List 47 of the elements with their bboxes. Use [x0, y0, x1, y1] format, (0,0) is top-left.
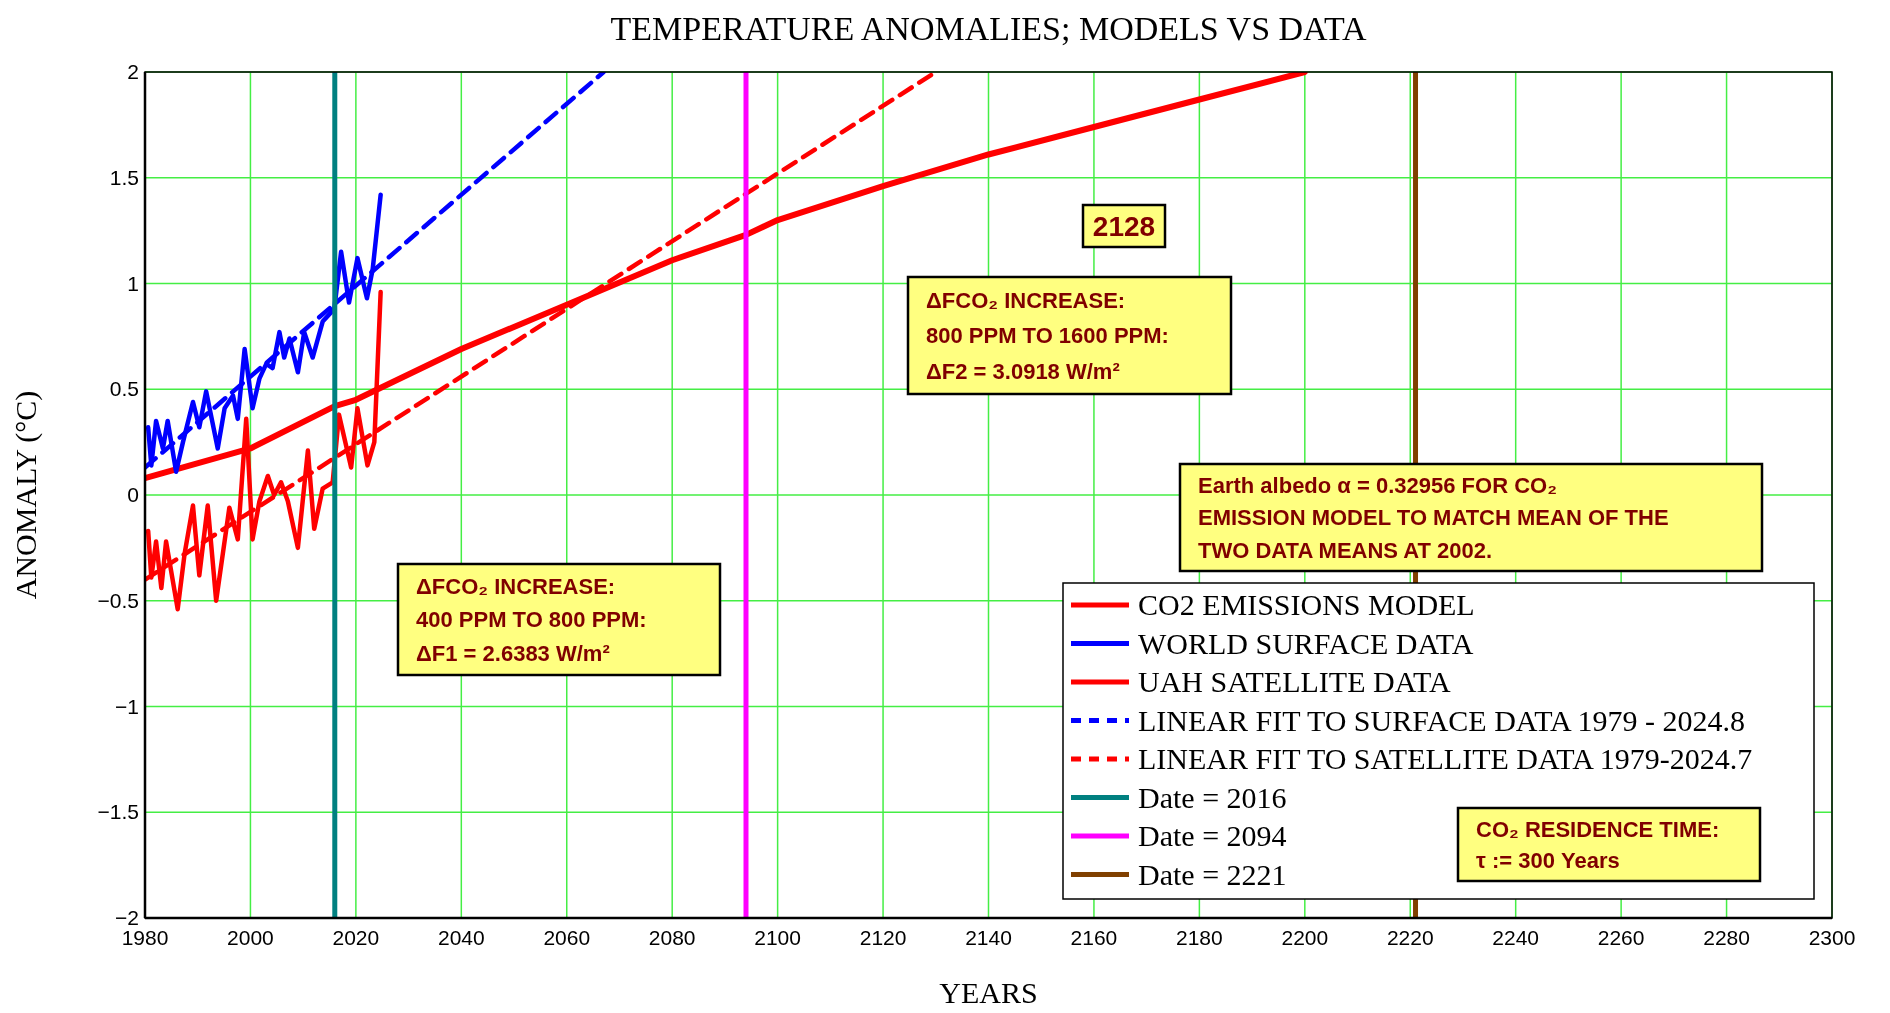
note-box: ΔFCO₂ INCREASE: 400 PPM TO 800 PPM: ΔF1 = 2.6383 W/m² — [396, 562, 722, 677]
x-tick-label: 1980 — [121, 926, 169, 949]
y-tick-label: 0 — [127, 483, 139, 506]
legend-label: Date = 2221 — [1138, 857, 1287, 891]
legend-label: LINEAR FIT TO SURFACE DATA 1979 - 2024.8 — [1138, 703, 1746, 737]
annotation: CO₂ RESIDENCE TIME: τ := 300 Years — [1476, 816, 1720, 874]
annotation: ΔFCO₂ INCREASE: 400 PPM TO 800 PPM: ΔF1 = 2.6383 W/m² — [416, 573, 647, 667]
annotation: 2128 — [1092, 211, 1156, 243]
legend-label: UAH SATELLITE DATA — [1138, 665, 1451, 698]
x-tick-label: 2080 — [648, 926, 696, 949]
annotation: ΔFCO₂ INCREASE: 800 PPM TO 1600 PPM: ΔF2 = 3.0918 W/m² — [926, 287, 1169, 385]
y-tick-label: −0.5 — [97, 588, 139, 612]
x-tick-label: 2100 — [754, 926, 801, 949]
x-tick-label: 2220 — [1386, 926, 1434, 949]
note-box: 2128 — [1081, 203, 1167, 249]
y-tick-label: 1.5 — [109, 165, 139, 189]
x-tick-label: 2260 — [1597, 926, 1645, 949]
note-box: CO₂ RESIDENCE TIME: τ := 300 Years — [1456, 806, 1762, 883]
chart-title: TEMPERATURE ANOMALIES; MODELS VS DATA — [610, 10, 1367, 47]
legend-label: LINEAR FIT TO SATELLITE DATA 1979-2024.7 — [1138, 742, 1753, 775]
x-tick-label: 2280 — [1703, 926, 1750, 949]
y-tick-label: −2 — [115, 906, 139, 929]
annotation: Earth albedo α = 0.32956 FOR CO₂ EMISSION MODEL TO MATCH MEAN OF THE TWO DATA MEANS AT 2002. — [1198, 473, 1669, 563]
x-tick-label: 2060 — [543, 926, 591, 949]
x-tick-label: 2180 — [1176, 926, 1223, 949]
x-tick-label: 2040 — [437, 926, 485, 949]
x-tick-label: 2000 — [227, 926, 274, 949]
x-tick-label: 2200 — [1281, 926, 1329, 949]
y-tick-label: 1 — [127, 271, 139, 295]
y-tick-label: −1 — [115, 694, 139, 718]
note-box: Earth albedo α = 0.32956 FOR CO₂ EMISSION MODEL TO MATCH MEAN OF THE TWO DATA MEANS AT 2002. — [1178, 462, 1764, 573]
note-box: ΔFCO₂ INCREASE: 800 PPM TO 1600 PPM: ΔF2 = 3.0918 W/m² — [906, 275, 1233, 396]
x-axis-title: YEARS — [939, 976, 1038, 1009]
legend-label: Date = 2094 — [1138, 819, 1287, 852]
y-tick-label: 2 — [127, 60, 139, 83]
legend-label: CO2 EMISSIONS MODEL — [1138, 588, 1475, 621]
x-tick-label: 2160 — [1070, 926, 1118, 949]
x-tick-label: 2120 — [859, 926, 907, 949]
y-tick-label: 0.5 — [109, 377, 139, 401]
y-axis-title: ANOMALY (°C) — [9, 390, 43, 600]
x-tick-label: 2300 — [1808, 926, 1856, 949]
x-tick-label: 2140 — [965, 926, 1012, 949]
x-tick-label: 2240 — [1492, 926, 1540, 949]
legend-label: WORLD SURFACE DATA — [1138, 626, 1474, 660]
legend-label: Date = 2016 — [1138, 780, 1287, 814]
y-tick-label: −1.5 — [97, 800, 139, 824]
x-tick-label: 2020 — [332, 926, 380, 949]
